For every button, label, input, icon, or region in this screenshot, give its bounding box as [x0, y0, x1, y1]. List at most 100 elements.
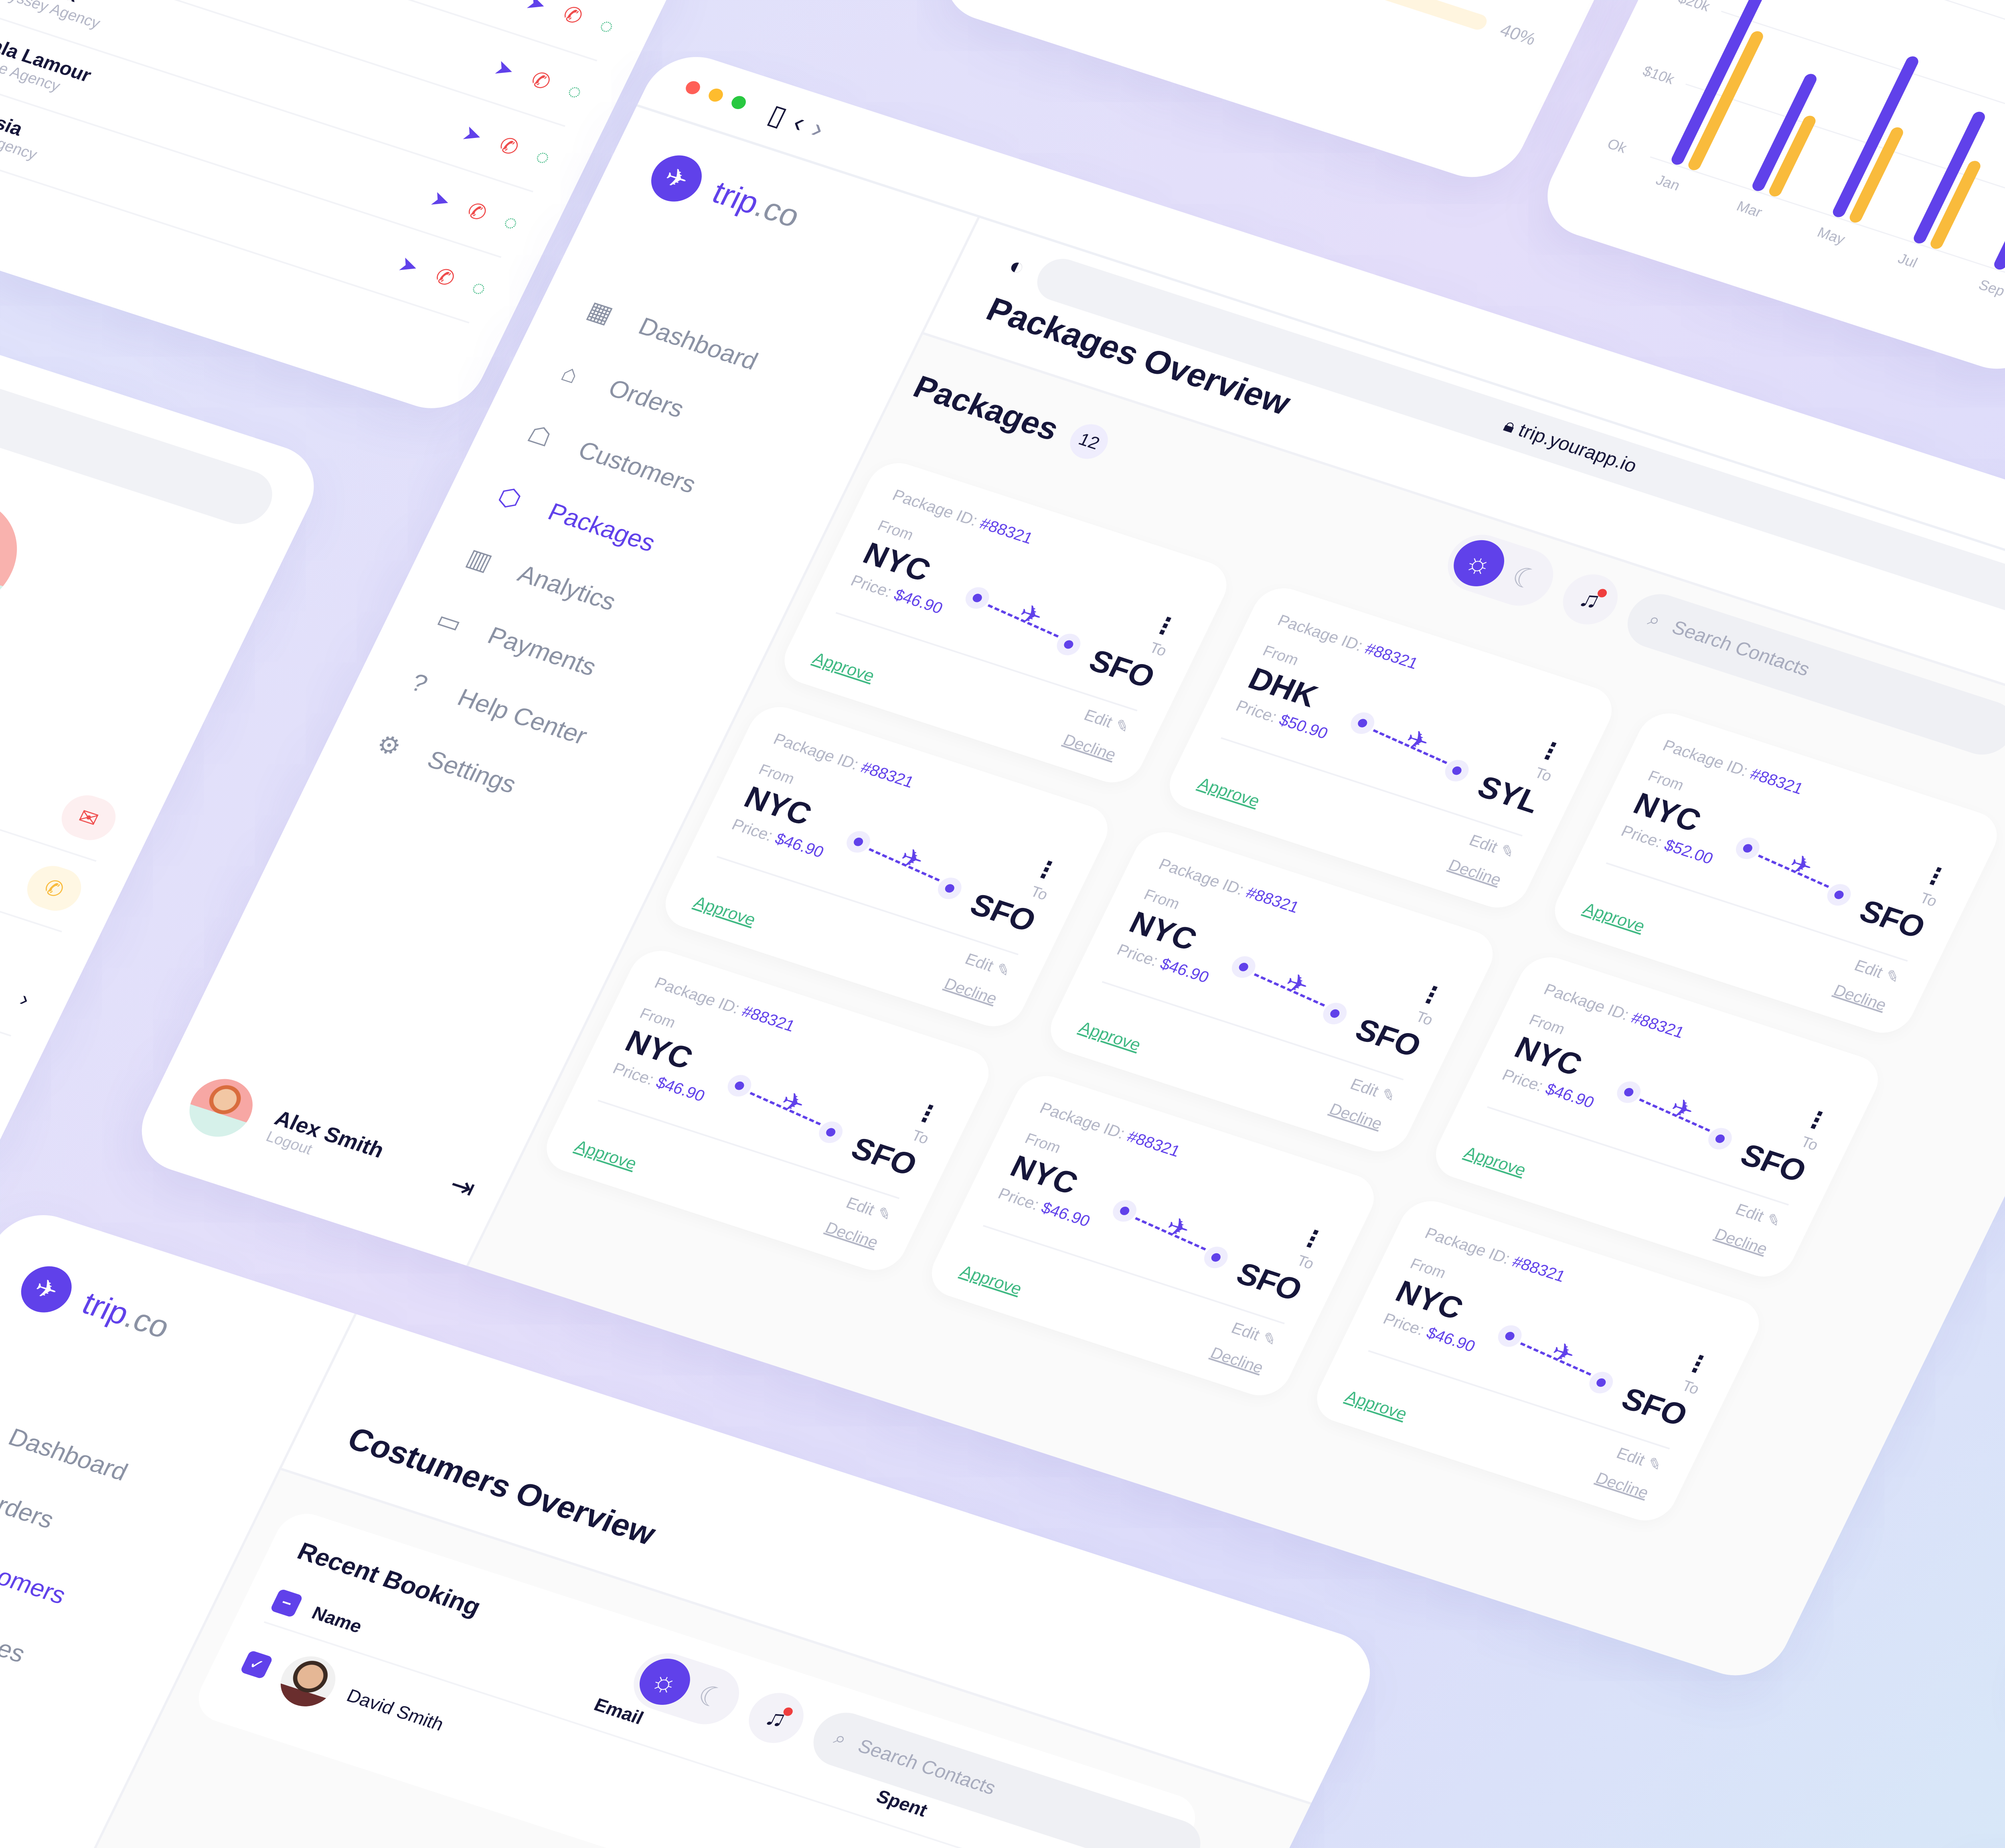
sidebar-item-label: Orders — [0, 1485, 59, 1534]
send-icon[interactable]: ➤ — [458, 120, 487, 148]
edit-button[interactable]: Edit ✎ — [1081, 706, 1132, 737]
edit-icon: ✎ — [1112, 716, 1132, 737]
approve-button[interactable]: Approve — [572, 1136, 640, 1173]
maximize-window-button[interactable] — [729, 94, 748, 111]
sidebar-item-label: Packages — [544, 498, 660, 557]
moon-icon[interactable]: ☾ — [692, 1678, 730, 1715]
approve-button[interactable]: Approve — [1580, 899, 1649, 936]
sidebar-item-label: Analytics — [513, 559, 621, 616]
y-tick: $20k — [1675, 0, 1713, 15]
phone-icon[interactable]: ✆ — [527, 67, 555, 95]
edit-button[interactable]: Edit ✎ — [1228, 1319, 1280, 1350]
x-tick: Sep — [1976, 276, 2005, 300]
phone-icon[interactable]: ✆ — [463, 198, 491, 226]
plane-icon: ✈ — [895, 842, 929, 875]
decline-button[interactable]: Decline — [1445, 856, 1505, 889]
decline-button[interactable]: Decline — [1327, 1100, 1385, 1133]
decline-button[interactable]: Decline — [1593, 1469, 1652, 1502]
notification-bell-icon[interactable]: ♫ — [740, 1686, 813, 1750]
plane-icon: ✈ — [12, 1260, 80, 1319]
edit-icon: ✎ — [1378, 1085, 1399, 1106]
approve-button[interactable]: Approve — [810, 648, 878, 685]
flight-path: ✈ — [1108, 1197, 1239, 1271]
chat-icon[interactable]: ◌ — [595, 13, 619, 39]
help-icon: ? — [407, 668, 432, 698]
avatar — [271, 1649, 344, 1713]
edit-icon: ✎ — [1882, 967, 1903, 987]
back-icon[interactable]: ‹ — [788, 106, 811, 138]
decline-button[interactable]: Decline — [1207, 1344, 1266, 1377]
plane-icon: ✈ — [1784, 849, 1818, 882]
phone-icon[interactable]: ✆ — [559, 1, 587, 29]
flight-path: ✈ — [842, 828, 972, 902]
chat-icon[interactable]: ◌ — [499, 209, 523, 235]
approve-button[interactable]: Approve — [691, 892, 759, 929]
decline-button[interactable]: Decline — [1831, 981, 1890, 1014]
logout-icon[interactable]: ⇥ — [444, 1168, 481, 1204]
flight-path: ✈ — [961, 584, 1091, 659]
close-window-button[interactable] — [683, 79, 703, 96]
chat-icon[interactable]: ◌ — [468, 275, 491, 301]
profile-avatar — [0, 482, 38, 628]
edit-button[interactable]: Edit ✎ — [1466, 831, 1518, 862]
bar-group: Jul — [1896, 110, 2004, 271]
analytics-icon: ▥ — [462, 543, 497, 576]
bar-group: May — [1815, 55, 1937, 247]
decline-button[interactable]: Decline — [1060, 731, 1119, 764]
approve-button[interactable]: Approve — [1461, 1143, 1529, 1179]
search-input[interactable]: Search Contacts — [0, 316, 282, 531]
edit-icon: ✎ — [1259, 1329, 1280, 1350]
send-icon[interactable]: ➤ — [490, 55, 519, 83]
search-icon: ⌕ — [1645, 608, 1665, 632]
phone-icon[interactable]: ✆ — [495, 132, 523, 160]
decline-button[interactable]: Decline — [1711, 1225, 1771, 1258]
flight-path: ✈ — [723, 1072, 853, 1146]
flight-path: ✈ — [1227, 953, 1357, 1027]
flight-path: ✈ — [1612, 1078, 1743, 1153]
sidebar-toggle-icon[interactable]: ▯ — [763, 98, 792, 132]
edit-icon: ✎ — [874, 1204, 895, 1224]
decline-button[interactable]: Decline — [941, 975, 1000, 1008]
minimize-window-button[interactable] — [706, 87, 725, 103]
edit-button[interactable]: Edit ✎ — [962, 950, 1014, 981]
user-card: Alex Smith Logout ⇥ — [179, 1071, 487, 1217]
chat-icon[interactable]: ◌ — [531, 144, 555, 170]
decline-button[interactable]: Decline — [822, 1219, 881, 1252]
box-open-icon: ⌂ — [557, 359, 584, 389]
x-tick: Jan — [1653, 171, 1683, 194]
moon-icon[interactable]: ☾ — [1506, 560, 1544, 596]
plane-icon: ✈ — [1401, 724, 1434, 757]
mail-icon[interactable]: ✉ — [54, 790, 124, 846]
select-all-checkbox[interactable]: − — [269, 1588, 304, 1618]
plane-icon: ✈ — [643, 149, 710, 208]
approve-button[interactable]: Approve — [957, 1261, 1025, 1298]
phone-icon[interactable]: ✆ — [19, 860, 89, 917]
row-checkbox[interactable]: ✓ — [239, 1650, 273, 1680]
approve-button[interactable]: Approve — [1195, 774, 1263, 811]
phone-icon[interactable]: ✆ — [431, 263, 459, 291]
chevron-right-icon: › — [0, 1046, 5, 1070]
notification-bell-icon[interactable]: ♫ — [1553, 567, 1627, 631]
y-tick: Ok — [1604, 135, 1630, 156]
send-icon[interactable]: ➤ — [523, 0, 551, 17]
edit-icon: ✎ — [992, 960, 1014, 981]
edit-button[interactable]: Edit ✎ — [1347, 1075, 1399, 1106]
edit-button[interactable]: Edit ✎ — [843, 1194, 895, 1224]
chat-icon[interactable]: ◌ — [563, 78, 587, 104]
approve-button[interactable]: Approve — [1076, 1017, 1144, 1054]
flight-path: ✈ — [1346, 709, 1480, 784]
brand-logo[interactable]: ✈ trip.co — [12, 1260, 333, 1401]
edit-button[interactable]: Edit ✎ — [1732, 1200, 1784, 1231]
send-icon[interactable]: ➤ — [395, 251, 423, 280]
forward-icon[interactable]: › — [807, 113, 830, 144]
x-tick: Jul — [1895, 250, 1920, 271]
plane-icon: ✈ — [1547, 1336, 1580, 1370]
gear-icon: ⚙ — [372, 729, 406, 762]
approve-button[interactable]: Approve — [1342, 1387, 1411, 1424]
edit-button[interactable]: Edit ✎ — [1614, 1444, 1665, 1475]
edit-button[interactable]: Edit ✎ — [1851, 956, 1903, 987]
send-icon[interactable]: ➤ — [427, 186, 455, 214]
customers-window-right: ✈ trip.co ▦Dashboard⌂Orders☖Customers Co… — [1640, 1841, 2005, 1848]
sidebar-item-label: Settings — [423, 745, 521, 798]
sidebar-item-label: Orders — [604, 374, 689, 423]
